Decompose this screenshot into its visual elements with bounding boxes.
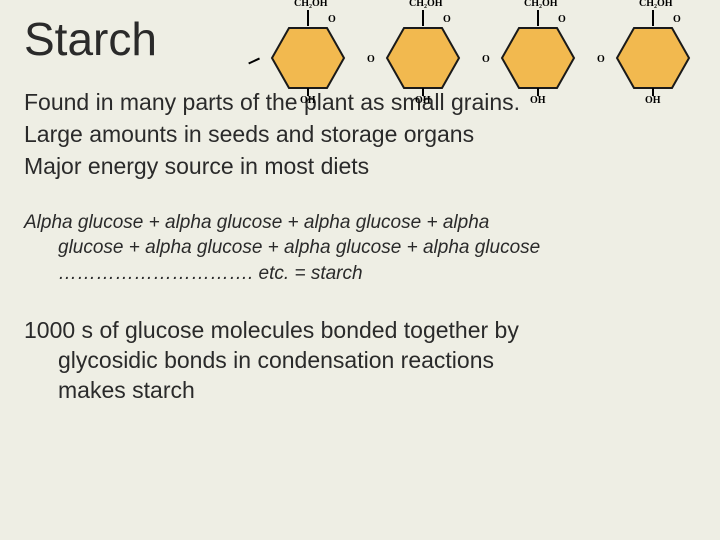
label-oh: OH (530, 95, 546, 106)
label-ch2oh: CH₂OH (294, 0, 328, 9)
label-oh: OH (300, 95, 316, 106)
label-ring-oxygen: O (328, 14, 336, 25)
intro-line: Major energy source in most diets (24, 151, 696, 181)
glucose-unit: O CH₂OH O OH (601, 0, 716, 108)
label-oh: OH (415, 95, 431, 106)
summary-line: 1000 s of glucose molecules bonded toget… (24, 317, 519, 343)
intro-line: Large amounts in seeds and storage organ… (24, 119, 696, 149)
label-glycosidic-oxygen: O (367, 54, 375, 65)
summary-line: makes starch (24, 375, 696, 405)
label-ch2oh: CH₂OH (524, 0, 558, 9)
label-ring-oxygen: O (673, 14, 681, 25)
label-glycosidic-oxygen: O (482, 54, 490, 65)
hexagon-icon (385, 26, 461, 90)
label-ch2oh: CH₂OH (409, 0, 443, 9)
hexagon-icon (500, 26, 576, 90)
label-ring-oxygen: O (443, 14, 451, 25)
hexagon-icon (615, 26, 691, 90)
glucose-unit: O CH₂OH O OH (486, 0, 601, 108)
formula-paragraph: Alpha glucose + alpha glucose + alpha gl… (24, 210, 696, 287)
label-ch2oh: CH₂OH (639, 0, 673, 9)
hexagon-icon (270, 26, 346, 90)
formula-line: Alpha glucose + alpha glucose + alpha gl… (24, 212, 489, 233)
label-ring-oxygen: O (558, 14, 566, 25)
starch-molecule-diagram: CH₂OH O OH O CH₂OH O OH O CH₂OH O OH O C… (256, 0, 716, 108)
summary-paragraph: 1000 s of glucose molecules bonded toget… (24, 315, 696, 406)
label-oh: OH (645, 95, 661, 106)
formula-line: …………………………. etc. = starch (24, 261, 696, 287)
glucose-unit: O CH₂OH O OH (371, 0, 486, 108)
label-glycosidic-oxygen: O (597, 54, 605, 65)
formula-line: glucose + alpha glucose + alpha glucose … (24, 235, 696, 261)
glucose-unit: CH₂OH O OH (256, 0, 371, 108)
summary-line: glycosidic bonds in condensation reactio… (24, 345, 696, 375)
